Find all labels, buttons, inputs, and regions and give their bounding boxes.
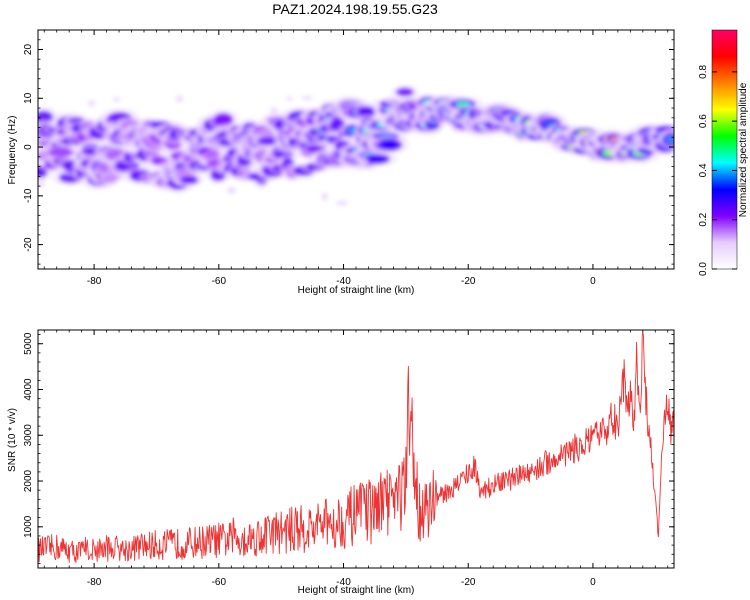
heatmap-core bbox=[382, 141, 397, 148]
figure-title: PAZ1.2024.198.19.55.G23 bbox=[272, 1, 438, 17]
spectrogram-blobs bbox=[38, 85, 674, 206]
y-tick-label: 20 bbox=[23, 44, 34, 56]
heatmap-speck bbox=[106, 121, 115, 127]
colorbar-ticks: 0.0 0.2 0.4 0.6 0.8 bbox=[698, 64, 737, 276]
heatmap-speck bbox=[87, 100, 96, 107]
y-tick-label: 10 bbox=[23, 92, 34, 104]
heatmap-speck bbox=[269, 107, 278, 114]
heatmap-speck bbox=[146, 125, 154, 133]
heatmap-speck bbox=[226, 187, 236, 195]
x-tick-label: -40 bbox=[336, 577, 351, 588]
heatmap-peak bbox=[458, 102, 468, 106]
x-tick-label: -20 bbox=[461, 276, 476, 287]
spectrogram-x-axis-label: Height of straight line (km) bbox=[298, 285, 415, 296]
heatmap-speck bbox=[384, 97, 396, 105]
snr-y-axis-label: SNR (10 * v/v) bbox=[7, 408, 18, 472]
heatmap-speck bbox=[335, 200, 348, 206]
heatmap-core bbox=[666, 136, 674, 143]
heatmap-speck bbox=[301, 95, 313, 101]
x-tick-label: -20 bbox=[461, 577, 476, 588]
y-tick-label: 4000 bbox=[23, 378, 34, 401]
heatmap-blob bbox=[103, 173, 118, 183]
heatmap-speck bbox=[38, 181, 46, 188]
heatmap-speck bbox=[286, 96, 294, 101]
y-tick-label: 2000 bbox=[23, 469, 34, 492]
snr-x-ticks: -80 -60 -40 -20 0 bbox=[43, 330, 669, 588]
heatmap-speck bbox=[112, 97, 120, 103]
x-tick-label: 0 bbox=[590, 276, 596, 287]
y-tick-label: 0 bbox=[23, 144, 34, 150]
snr-plot-area bbox=[38, 330, 674, 568]
heatmap-speck bbox=[320, 119, 330, 124]
x-tick-label: 0 bbox=[590, 577, 596, 588]
heatmap-blob bbox=[213, 113, 234, 127]
heatmap-core bbox=[361, 108, 372, 115]
colorbar-tick-label: 0.6 bbox=[698, 114, 709, 128]
colorbar-tick-label: 0.8 bbox=[698, 64, 709, 78]
snr-series-line bbox=[38, 331, 674, 564]
spectrogram-x-ticks: -80 -60 -40 -20 0 bbox=[43, 30, 669, 287]
heatmap-speck bbox=[358, 158, 368, 167]
snr-y-ticks: 1000 2000 3000 4000 5000 bbox=[23, 332, 674, 564]
colorbar-label: Normalized spectral amplitude bbox=[738, 82, 749, 217]
y-tick-label: -10 bbox=[23, 188, 34, 203]
colorbar-gradient bbox=[712, 30, 737, 269]
colorbar-tick-label: 0.0 bbox=[698, 262, 709, 276]
x-tick-label: -60 bbox=[212, 577, 227, 588]
heatmap-speck bbox=[347, 142, 355, 149]
colorbar-tick-label: 0.2 bbox=[698, 212, 709, 226]
heatmap-speck bbox=[299, 112, 308, 120]
snr-x-axis-label: Height of straight line (km) bbox=[298, 585, 415, 596]
x-tick-label: -40 bbox=[336, 276, 351, 287]
snr-panel: -80 -60 -40 -20 0 1000 2000 3000 4000 5000 Heigh… bbox=[7, 329, 675, 596]
x-tick-label: -80 bbox=[87, 577, 102, 588]
y-tick-label: -20 bbox=[23, 237, 34, 252]
heatmap-speck bbox=[321, 192, 329, 201]
heatmap-speck bbox=[318, 140, 329, 146]
y-tick-label: 1000 bbox=[23, 515, 34, 538]
x-tick-label: -60 bbox=[212, 276, 227, 287]
heatmap-speck bbox=[160, 163, 169, 169]
colorbar-frame bbox=[711, 29, 738, 270]
spectrogram-y-ticks: -20 -10 0 10 20 bbox=[23, 29, 674, 265]
heatmap-blob bbox=[47, 148, 75, 157]
heatmap-speck bbox=[175, 95, 184, 103]
heatmap-core bbox=[369, 156, 385, 162]
x-tick-label: -80 bbox=[87, 276, 102, 287]
heatmap-core bbox=[38, 168, 45, 175]
y-tick-label: 5000 bbox=[23, 332, 34, 355]
y-tick-label: 3000 bbox=[23, 424, 34, 447]
spectrogram-y-axis-label: Frequency (Hz) bbox=[7, 116, 18, 185]
heatmap-blob bbox=[179, 176, 199, 185]
heatmap-blob bbox=[396, 87, 414, 97]
colorbar-tick-label: 0.4 bbox=[698, 163, 709, 177]
spectrogram-panel: -80 -60 -40 -20 0 -20 -10 0 10 20 Height of stra… bbox=[7, 29, 675, 296]
colorbar: 0.0 0.2 0.4 0.6 0.8 Normalized spectral ampl… bbox=[698, 29, 749, 276]
